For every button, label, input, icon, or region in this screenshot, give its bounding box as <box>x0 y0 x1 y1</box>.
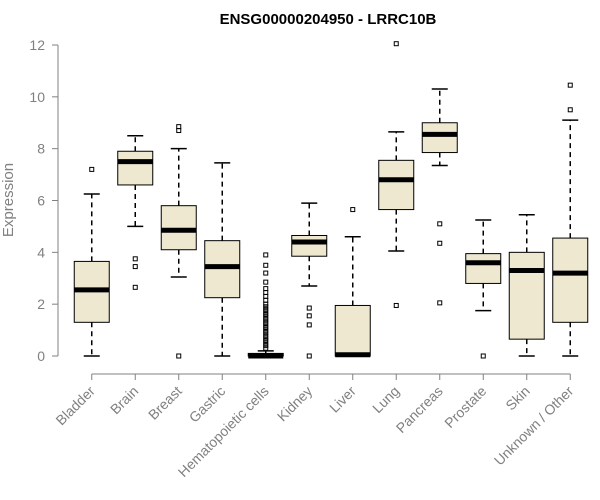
outlier-point <box>437 300 443 306</box>
outlier-point <box>176 128 182 134</box>
iqr-box <box>421 122 458 154</box>
outlier-point <box>306 313 312 319</box>
x-tick-label: Gastric <box>186 383 229 426</box>
y-tick-label: 12 <box>29 37 45 53</box>
outlier-point <box>263 252 269 258</box>
outlier-point <box>263 330 269 336</box>
iqr-box <box>508 251 545 340</box>
outlier-point <box>263 279 269 285</box>
x-tick-label: Unknown / Other <box>491 383 577 469</box>
iqr-box <box>334 304 371 357</box>
boxes-layer <box>73 41 589 359</box>
outlier-point <box>263 306 269 312</box>
box-group <box>334 207 371 358</box>
outlier-point <box>263 270 269 276</box>
outlier-point <box>306 305 312 311</box>
outlier-point <box>176 353 182 359</box>
iqr-box <box>204 240 241 299</box>
outlier-point <box>393 302 399 308</box>
outlier-point <box>263 335 269 341</box>
box-group <box>508 214 545 357</box>
y-tick-label: 8 <box>37 141 45 157</box>
outlier-point <box>89 166 95 172</box>
box-group <box>465 219 502 359</box>
y-tick-label: 0 <box>37 348 45 364</box>
iqr-box <box>291 234 328 257</box>
box-group <box>247 252 284 359</box>
outlier-point <box>263 314 269 320</box>
outlier-point <box>480 353 486 359</box>
iqr-box <box>552 237 589 323</box>
outlier-point <box>437 221 443 227</box>
outlier-point <box>263 301 269 307</box>
box-group <box>73 166 110 357</box>
y-tick-label: 4 <box>37 244 45 260</box>
outlier-point <box>263 304 269 310</box>
outlier-point <box>132 264 138 270</box>
x-tick-label: Prostate <box>441 383 489 431</box>
outlier-point <box>567 107 573 113</box>
y-tick-label: 6 <box>37 193 45 209</box>
x-tick-label: Kidney <box>274 383 316 425</box>
outlier-point <box>132 256 138 262</box>
outlier-point <box>350 207 356 213</box>
y-axis: 0 2 4 6 8 10 12 <box>29 37 59 364</box>
y-axis-title: Expression <box>0 163 17 237</box>
box-group <box>378 41 415 308</box>
iqr-box <box>465 253 502 284</box>
y-tick-label: 10 <box>29 89 45 105</box>
box-group <box>117 134 154 290</box>
outlier-point <box>263 312 269 318</box>
outlier-point <box>263 340 269 346</box>
box-group <box>421 88 458 306</box>
outlier-point <box>263 337 269 343</box>
outlier-point <box>263 324 269 330</box>
outlier-point <box>263 309 269 315</box>
y-tick-label: 2 <box>37 296 45 312</box>
box-group <box>552 82 589 357</box>
outlier-point <box>263 319 269 325</box>
box-group <box>160 124 197 359</box>
outlier-point <box>567 82 573 88</box>
outlier-point <box>306 322 312 328</box>
outlier-point <box>263 332 269 338</box>
chart-title: ENSG00000204950 - LRRC10B <box>220 11 437 28</box>
outlier-point <box>263 322 269 328</box>
x-tick-label: Skin <box>502 383 533 414</box>
outlier-point <box>437 240 443 246</box>
outlier-point <box>263 317 269 323</box>
outlier-point <box>306 353 312 359</box>
box-group <box>291 202 328 359</box>
outlier-point <box>263 327 269 333</box>
x-tick-label: Pancreas <box>393 383 446 436</box>
outlier-point <box>132 284 138 290</box>
outlier-point <box>263 262 269 268</box>
iqr-box <box>160 205 197 251</box>
outlier-point <box>263 345 269 351</box>
x-tick-label: Breast <box>145 383 185 423</box>
box-group <box>204 162 241 357</box>
outlier-point <box>393 41 399 47</box>
iqr-box <box>378 159 415 211</box>
x-tick-label: Bladder <box>52 383 98 429</box>
x-tick-label: Liver <box>326 383 359 416</box>
iqr-box <box>117 150 154 186</box>
x-tick-label: Lung <box>369 383 402 416</box>
outlier-point <box>263 343 269 349</box>
x-tick-label: Brain <box>107 383 141 417</box>
